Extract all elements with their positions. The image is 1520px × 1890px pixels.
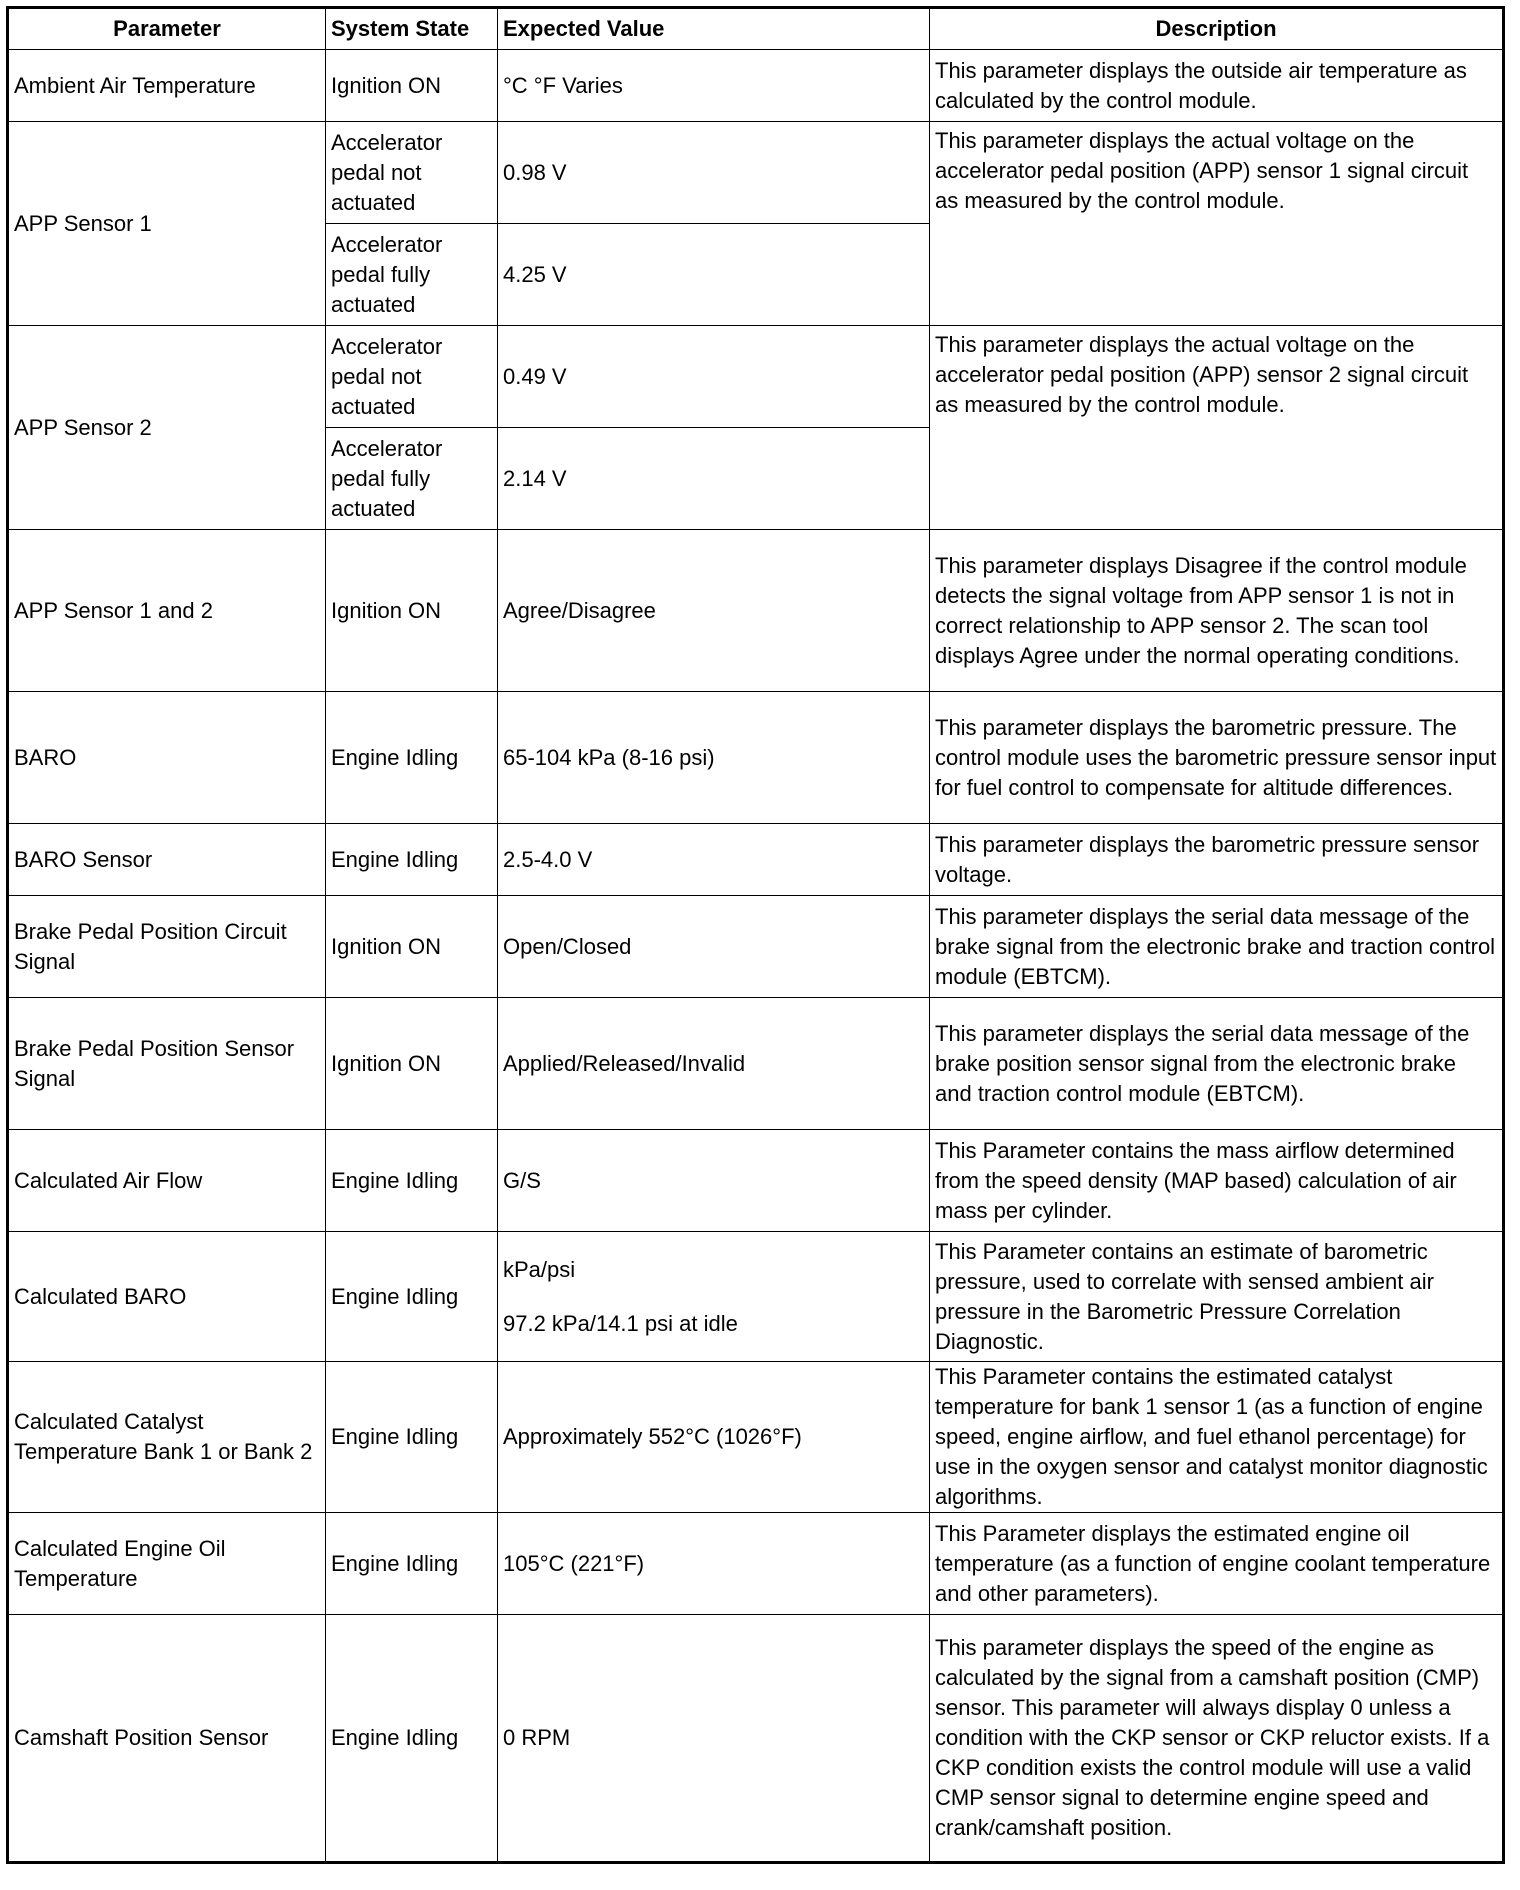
parameter-cell: BARO	[7, 691, 326, 824]
expected-value-cell: 0.49 V	[497, 325, 930, 428]
parameter-cell: Calculated Engine Oil Temperature	[7, 1512, 326, 1615]
expected-value-idle: 97.2 kPa/14.1 psi at idle	[503, 1310, 738, 1336]
system-state-cell: Engine Idling	[325, 691, 498, 824]
system-state-cell: Ignition ON	[325, 49, 498, 122]
system-state-cell: Accelerator pedal fully actuated	[325, 427, 498, 530]
description-cell: This parameter displays the barometric p…	[929, 691, 1504, 824]
system-state-cell: Ignition ON	[325, 895, 498, 998]
header-parameter: Parameter	[7, 7, 326, 50]
system-state-cell: Engine Idling	[325, 1614, 498, 1863]
parameter-cell: Camshaft Position Sensor	[7, 1614, 326, 1863]
header-row: Parameter System State Expected Value De…	[7, 7, 1504, 50]
table-row: Ambient Air Temperature Ignition ON °C °F …	[7, 49, 1504, 122]
system-state-cell: Ignition ON	[325, 997, 498, 1130]
description-cell: This parameter displays the serial data …	[929, 895, 1504, 998]
table-row: APP Sensor 2 Accelerator pedal not actuat…	[7, 325, 1504, 530]
expected-value-cell: °C °F Varies	[497, 49, 930, 122]
description-cell: This Parameter contains the estimated ca…	[929, 1361, 1504, 1513]
description-cell: This Parameter contains an estimate of b…	[929, 1231, 1504, 1362]
expected-value-cell: G/S	[497, 1129, 930, 1232]
system-state-cell: Engine Idling	[325, 1512, 498, 1615]
table-row: Accelerator pedal fully actuated 4.25 V	[8, 223, 1504, 326]
table-row: Calculated Engine Oil Temperature Engine …	[7, 1512, 1504, 1615]
expected-value-cell: Open/Closed	[497, 895, 930, 998]
table-row: Brake Pedal Position Circuit Signal Ignit…	[7, 895, 1504, 998]
parameter-cell: Brake Pedal Position Sensor Signal	[7, 997, 326, 1130]
parameter-cell: Calculated BARO	[7, 1231, 326, 1362]
table-row: Calculated BARO Engine Idling kPa/psi 97.2 …	[7, 1231, 1504, 1362]
description-cell: This parameter displays the actual volta…	[929, 121, 1504, 326]
table-row: Accelerator pedal fully actuated 2.14 V	[8, 427, 1504, 530]
table-row: Calculated Air Flow Engine Idling G/S This …	[7, 1129, 1504, 1232]
description-cell: This parameter displays the barometric p…	[929, 823, 1504, 896]
table-row: BARO Sensor Engine Idling 2.5-4.0 V This pa…	[7, 823, 1504, 896]
description-cell: This parameter displays Disagree if the …	[929, 529, 1504, 692]
table-row: Camshaft Position Sensor Engine Idling 0 R…	[7, 1614, 1504, 1863]
expected-value-cell: 0 RPM	[497, 1614, 930, 1863]
system-state-cell: Accelerator pedal not actuated	[325, 325, 498, 428]
expected-value-unit: kPa/psi	[503, 1256, 576, 1282]
parameter-cell: APP Sensor 1 and 2	[7, 529, 326, 692]
system-state-cell: Engine Idling	[325, 1361, 498, 1513]
system-state-cell: Engine Idling	[325, 1231, 498, 1362]
expected-value-cell: 0.98 V	[497, 121, 930, 224]
system-state-cell: Accelerator pedal not actuated	[325, 121, 498, 224]
expected-value-cell: Applied/Released/Invalid	[497, 997, 930, 1130]
description-cell: This parameter displays the speed of the…	[929, 1614, 1504, 1863]
parameter-cell: Brake Pedal Position Circuit Signal	[7, 895, 326, 998]
table-row: BARO Engine Idling 65-104 kPa (8-16 psi) Th…	[7, 691, 1504, 824]
expected-value-cell: 4.25 V	[497, 223, 930, 326]
expected-value-cell: 2.5-4.0 V	[497, 823, 930, 896]
description-cell: This Parameter displays the estimated en…	[929, 1512, 1504, 1615]
parameter-cell: APP Sensor 2	[7, 325, 326, 530]
description-cell: This parameter displays the outside air …	[929, 49, 1504, 122]
expected-value-cell: kPa/psi 97.2 kPa/14.1 psi at idle	[497, 1231, 930, 1362]
parameter-cell: Calculated Air Flow	[7, 1129, 326, 1232]
expected-value-cell: Agree/Disagree	[497, 529, 930, 692]
parameter-cell: BARO Sensor	[7, 823, 326, 896]
expected-value-cell: Approximately 552°C (1026°F)	[497, 1361, 930, 1513]
system-state-cell: Engine Idling	[325, 823, 498, 896]
parameter-cell: Calculated Catalyst Temperature Bank 1 o…	[7, 1361, 326, 1513]
table-row: Calculated Catalyst Temperature Bank 1 o…	[7, 1361, 1504, 1513]
expected-value-cell: 105°C (221°F)	[497, 1512, 930, 1615]
header-description: Description	[929, 7, 1504, 50]
description-cell: This parameter displays the actual volta…	[929, 325, 1504, 530]
expected-value-cell: 2.14 V	[497, 427, 930, 530]
description-cell: This parameter displays the serial data …	[929, 997, 1504, 1130]
header-expected-value: Expected Value	[497, 7, 930, 50]
system-state-cell: Engine Idling	[325, 1129, 498, 1232]
system-state-cell: Ignition ON	[325, 529, 498, 692]
expected-value-cell: 65-104 kPa (8-16 psi)	[497, 691, 930, 824]
header-system-state: System State	[325, 7, 498, 50]
parameter-cell: APP Sensor 1	[7, 121, 326, 326]
table-row: APP Sensor 1 and 2 Ignition ON Agree/Disag…	[7, 529, 1504, 692]
description-cell: This Parameter contains the mass airflow…	[929, 1129, 1504, 1232]
parameter-cell: Ambient Air Temperature	[7, 49, 326, 122]
parameter-table: Parameter System State Expected Value De…	[6, 6, 1505, 1864]
table-row: APP Sensor 1 Accelerator pedal not actuat…	[7, 121, 1504, 326]
table-row: Brake Pedal Position Sensor Signal Igniti…	[7, 997, 1504, 1130]
system-state-cell: Accelerator pedal fully actuated	[325, 223, 498, 326]
